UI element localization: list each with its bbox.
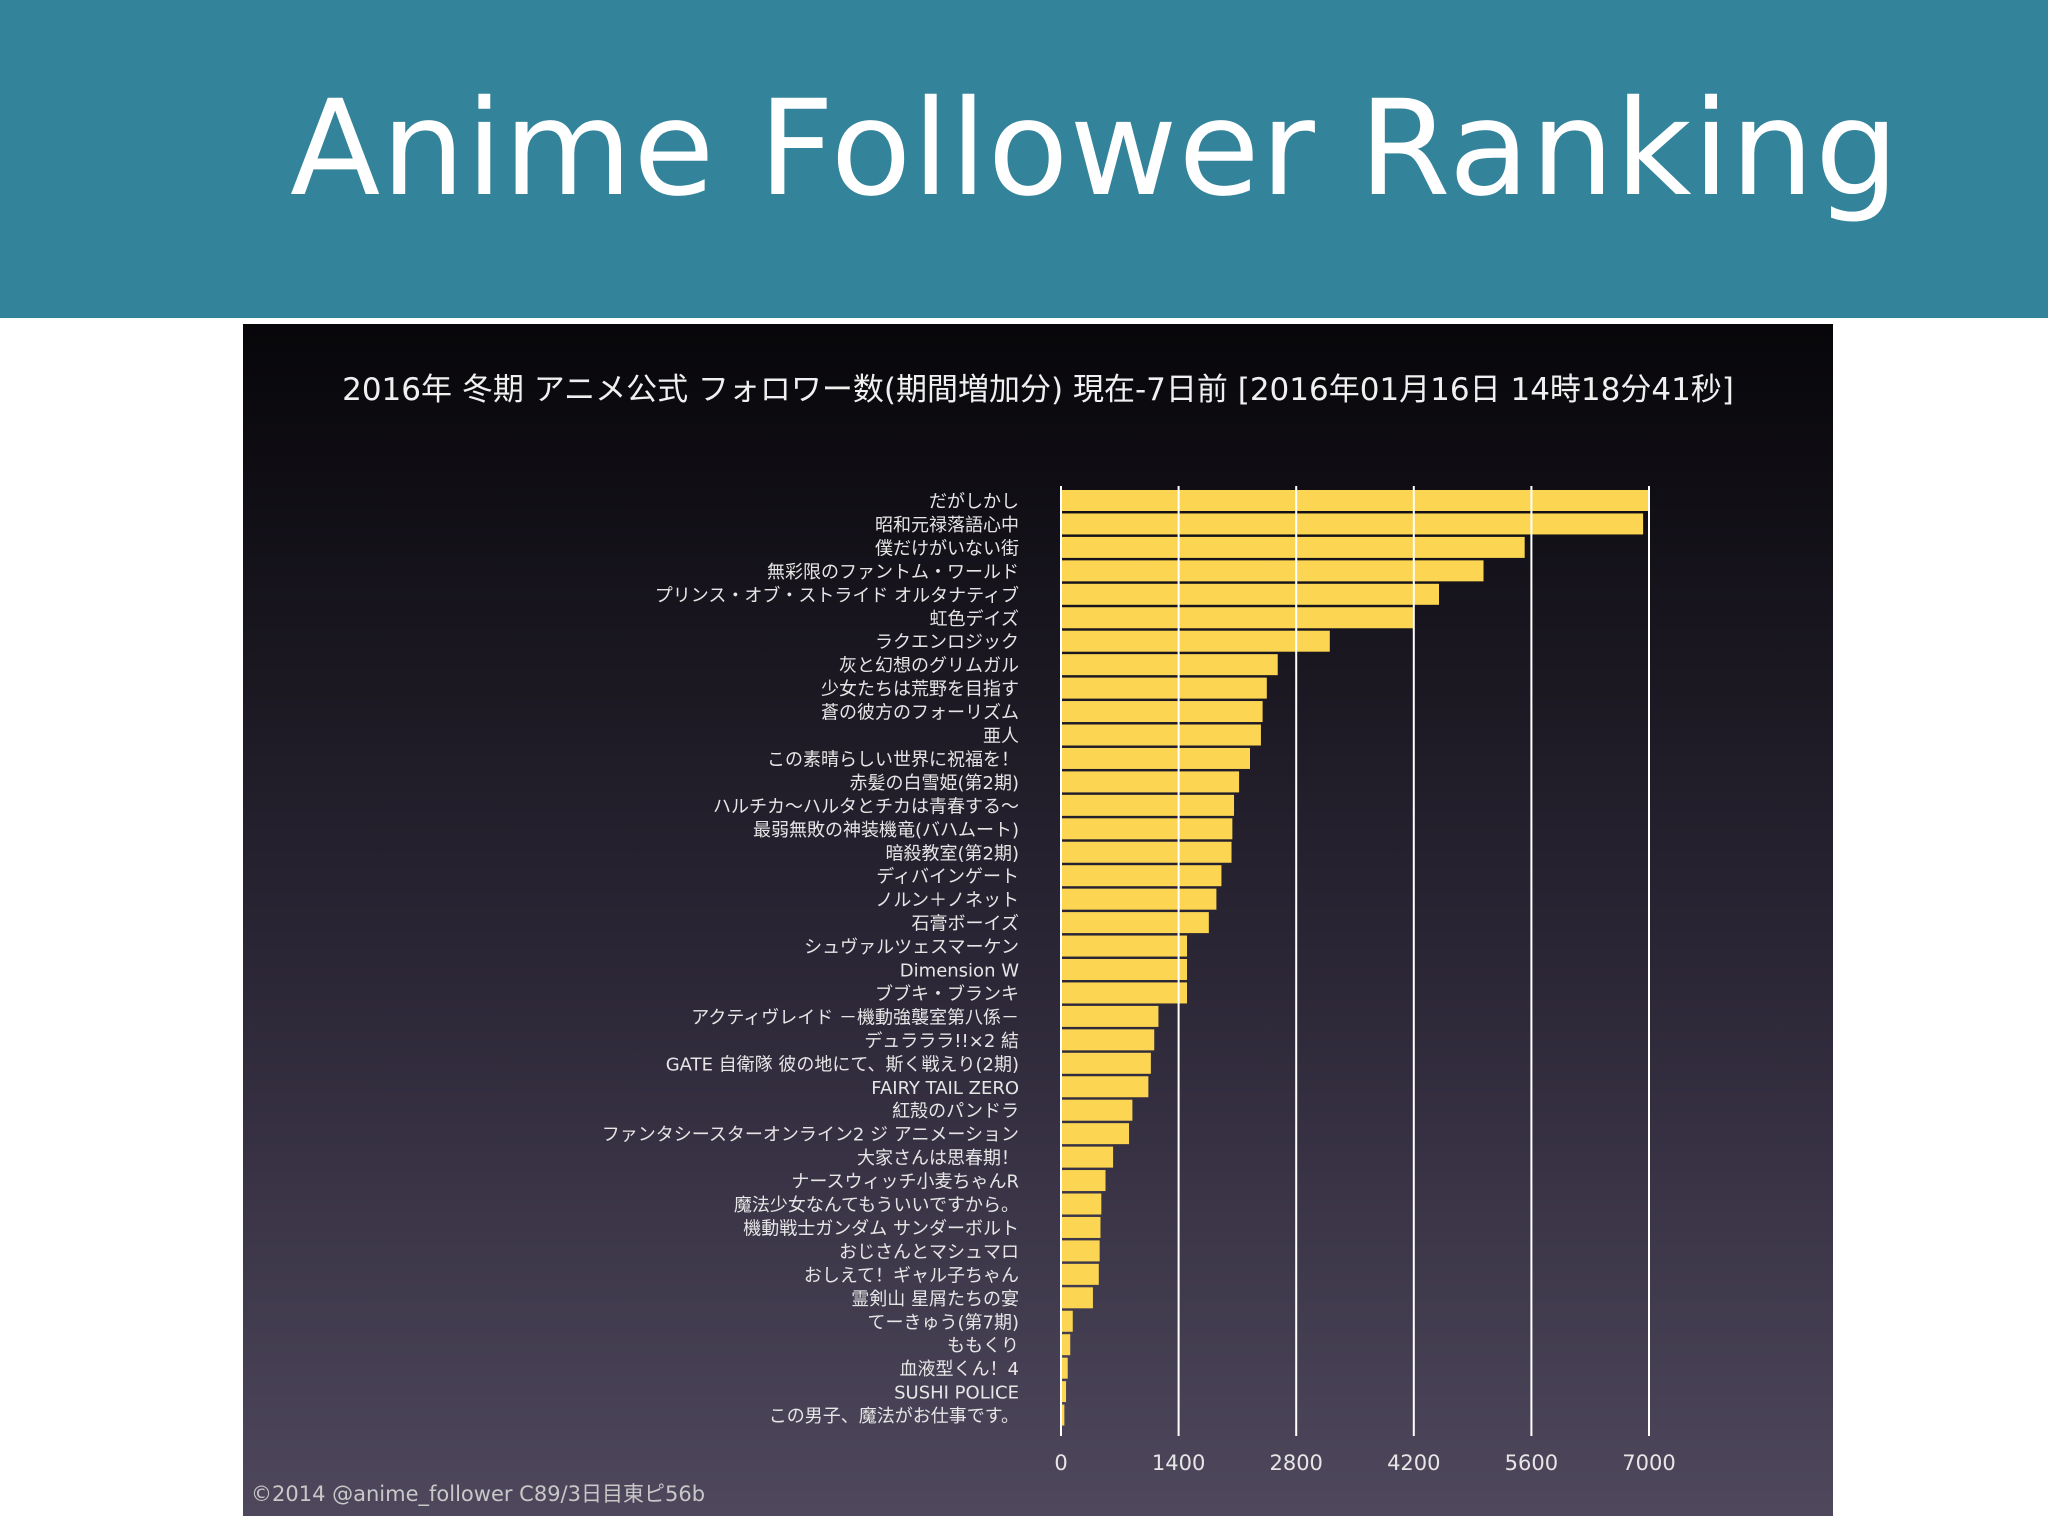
x-tick-label: 1400 (1152, 1451, 1205, 1475)
bar (1061, 1381, 1067, 1403)
bar (1061, 1052, 1151, 1074)
bar (1061, 583, 1439, 605)
bar (1061, 1287, 1093, 1309)
category-label: 血液型くん！4 (900, 1359, 1019, 1380)
bar (1061, 1310, 1073, 1332)
category-label: デュラララ!!×2 結 (864, 1031, 1019, 1052)
category-label: GATE 自衛隊 彼の地にて、斯く戦えり(2期) (666, 1054, 1019, 1075)
category-label: ノルン＋ノネット (875, 890, 1019, 911)
bar (1061, 1263, 1099, 1285)
copyright-credit: ©2014 @anime_follower C89/3日目東ピ56b (251, 1482, 706, 1506)
bar (1061, 1240, 1100, 1262)
bar (1061, 1193, 1102, 1215)
category-label: 赤髪の白雪姫(第2期) (850, 772, 1020, 794)
category-label: てーきゅう(第7期) (868, 1312, 1020, 1333)
x-tick-label: 0 (1054, 1451, 1067, 1475)
bar (1061, 794, 1235, 816)
category-label: Dimension W (900, 961, 1019, 982)
category-label: ブブキ・ブランキ (875, 983, 1019, 1005)
bar (1061, 912, 1209, 934)
bar (1061, 1216, 1101, 1238)
category-label: この素晴らしい世界に祝福を！ (767, 749, 1019, 770)
category-label: SUSHI POLICE (894, 1383, 1019, 1404)
chart-panel: 2016年 冬期 アニメ公式 フォロワー数(期間増加分) 現在-7日前 [201… (243, 324, 1833, 1516)
bar (1061, 1146, 1114, 1168)
category-label: 大家さんは思春期！ (857, 1148, 1019, 1169)
bar (1061, 1123, 1130, 1145)
bar-chart: だがしかし昭和元禄落語心中僕だけがいない街無彩限のファントム・ワールドプリンス・… (602, 486, 1676, 1475)
category-label: この男子、魔法がお仕事です。 (769, 1406, 1019, 1427)
bar (1061, 1334, 1071, 1356)
bar (1061, 818, 1233, 840)
bar (1061, 724, 1261, 746)
category-label: プリンス・オブ・ストライド オルタナティブ (655, 584, 1019, 606)
category-label: 僕だけがいない街 (875, 538, 1019, 559)
bar (1061, 771, 1240, 793)
chart-title: 2016年 冬期 アニメ公式 フォロワー数(期間増加分) 現在-7日前 [201… (342, 372, 1734, 408)
x-tick-label: 5600 (1505, 1451, 1558, 1475)
category-label: アクティヴレイド －機動強襲室第八係－ (691, 1007, 1019, 1028)
category-label: だがしかし (929, 492, 1019, 513)
category-label: ラクエンロジック (875, 632, 1019, 653)
bar (1061, 536, 1525, 558)
category-label: 灰と幻想のグリムガル (839, 656, 1019, 677)
category-label: 霊剣山 星屑たちの宴 (851, 1288, 1019, 1310)
bar (1061, 935, 1187, 957)
category-label: ディバインゲート (876, 867, 1019, 888)
bar (1061, 701, 1263, 723)
bar (1061, 959, 1187, 980)
bar (1061, 1170, 1106, 1192)
bar (1061, 865, 1222, 887)
bar (1061, 607, 1413, 629)
bar (1061, 1404, 1065, 1426)
category-label: ナースウィッチ小麦ちゃんR (791, 1172, 1019, 1193)
title-banner: Anime Follower Ranking (0, 0, 2048, 318)
category-label: 少女たちは荒野を目指す (821, 679, 1019, 700)
category-label: 石膏ボーイズ (912, 913, 1019, 935)
category-label: 無彩限のファントム・ワールド (767, 562, 1019, 583)
bar (1061, 630, 1330, 652)
bar (1061, 513, 1644, 535)
x-tick-label: 2800 (1269, 1451, 1322, 1475)
bar (1061, 982, 1187, 1004)
category-label: 暗殺教室(第2期) (886, 843, 1020, 864)
bar (1061, 1005, 1159, 1027)
category-label: おしえて！ギャル子ちゃん (804, 1265, 1019, 1286)
category-label: 亜人 (983, 726, 1019, 747)
bar (1061, 1099, 1133, 1121)
bar (1061, 1076, 1149, 1098)
bar (1061, 677, 1267, 699)
bar (1061, 888, 1217, 910)
x-tick-label: 4200 (1387, 1451, 1440, 1475)
bar (1061, 1029, 1155, 1051)
category-label: 昭和元禄落語心中 (875, 515, 1019, 536)
bar (1061, 560, 1484, 582)
category-label: シュヴァルツェスマーケン (804, 937, 1019, 958)
category-label: ファンタシースターオンライン2 ジ アニメーション (602, 1125, 1019, 1146)
category-label: ももくり (947, 1336, 1019, 1357)
category-label: 蒼の彼方のフォーリズム (821, 703, 1019, 724)
category-label: 紅殻のパンドラ (892, 1101, 1019, 1122)
category-label: おじさんとマシュマロ (839, 1242, 1019, 1263)
category-label: FAIRY TAIL ZERO (871, 1078, 1019, 1099)
bar (1061, 747, 1250, 769)
category-label: ハルチカ～ハルタとチカは青春する～ (713, 796, 1019, 817)
x-tick-label: 7000 (1622, 1451, 1675, 1475)
bar (1061, 654, 1278, 676)
category-label: 機動戦士ガンダム サンダーボルト (743, 1218, 1019, 1239)
category-label: 魔法少女なんてもういいですから。 (734, 1195, 1019, 1216)
category-label: 最弱無敗の神装機竜(バハムート) (753, 820, 1019, 841)
bar (1061, 490, 1649, 511)
category-label: 虹色デイズ (930, 609, 1019, 630)
bar (1061, 841, 1232, 863)
bar (1061, 1357, 1068, 1379)
page-title: Anime Follower Ranking (290, 72, 1900, 226)
